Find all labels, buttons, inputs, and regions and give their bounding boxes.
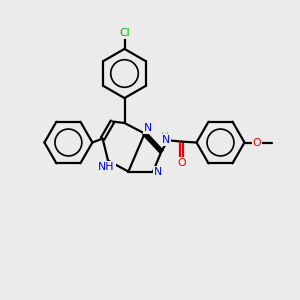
Text: O: O <box>253 137 261 148</box>
Text: N: N <box>154 167 163 177</box>
Text: H: H <box>160 131 168 142</box>
Text: Cl: Cl <box>119 28 130 38</box>
Text: NH: NH <box>98 162 115 172</box>
Text: N: N <box>144 123 152 133</box>
Text: O: O <box>177 158 186 168</box>
Text: N: N <box>162 135 170 145</box>
